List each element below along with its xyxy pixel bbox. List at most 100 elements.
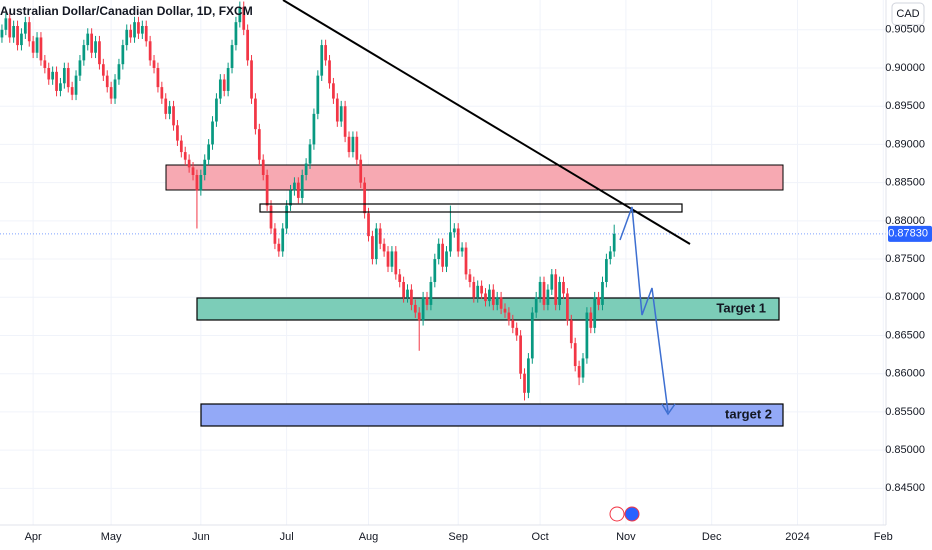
candle-body	[51, 71, 55, 80]
event-icon[interactable]	[609, 506, 625, 522]
candle-body	[246, 29, 249, 61]
candle-body	[460, 247, 464, 252]
candle-body	[605, 259, 608, 282]
candle-body	[371, 236, 374, 260]
candle-body	[472, 281, 476, 298]
candle-body	[285, 205, 288, 229]
candle-body	[550, 274, 554, 290]
x-tick-label: Nov	[616, 531, 636, 543]
candle-body	[203, 159, 207, 175]
candle-body	[410, 289, 413, 305]
candle-body	[78, 60, 82, 76]
candles	[0, 1, 616, 401]
candle-body	[70, 87, 74, 95]
candle-body	[374, 228, 378, 260]
candle-body	[390, 251, 394, 267]
candle-body	[343, 106, 347, 137]
y-tick-label: 0.89500	[885, 100, 925, 112]
candle-body	[316, 75, 320, 114]
candle-body	[152, 60, 156, 69]
candle-body	[367, 213, 370, 237]
candle-body	[289, 190, 292, 206]
candle-body	[90, 33, 94, 53]
candle-body	[199, 175, 203, 191]
trend-line	[282, 0, 691, 245]
candle-body	[133, 22, 136, 38]
candle-body	[355, 136, 359, 160]
currency-button[interactable]	[891, 2, 925, 26]
candle-body	[484, 293, 487, 302]
candle-body	[242, 6, 246, 30]
candle-body	[31, 41, 35, 53]
candle-body	[437, 243, 441, 260]
candle-body	[332, 83, 335, 99]
candle-body	[324, 45, 327, 61]
candle-body	[168, 106, 171, 114]
candle-body	[601, 281, 604, 305]
candle-body	[320, 45, 324, 76]
projection-arrow	[661, 403, 676, 416]
candle-body	[191, 167, 195, 175]
candle-body	[562, 281, 565, 294]
resistance-box	[259, 203, 683, 213]
candle-body	[16, 25, 19, 46]
candle-body	[187, 159, 191, 168]
candle-body	[597, 297, 600, 305]
y-tick-label: 0.85500	[885, 406, 925, 418]
candle-body	[449, 232, 452, 252]
candle-body	[406, 289, 409, 298]
candle-body	[542, 281, 546, 305]
candle-body	[480, 285, 483, 294]
candle-body	[569, 320, 573, 344]
x-tick-label: Aug	[359, 531, 379, 543]
candle-body	[554, 274, 558, 305]
candle-body	[164, 98, 168, 114]
y-tick-label: 0.88500	[885, 177, 925, 189]
candle-body	[503, 308, 507, 313]
candle-body	[293, 182, 296, 191]
candle-body	[511, 320, 515, 328]
candle-body	[523, 373, 526, 393]
target-label: target 2	[725, 406, 772, 421]
x-tick-label: May	[101, 531, 122, 543]
candle-body	[269, 205, 273, 229]
candle-body	[491, 289, 495, 305]
candle-body	[593, 297, 597, 328]
candle-body	[546, 289, 550, 305]
candle-body	[429, 281, 433, 305]
candle-body	[160, 87, 164, 99]
candle-body	[125, 29, 129, 46]
candle-body	[499, 297, 503, 309]
candle-body	[35, 37, 39, 53]
candle-body	[74, 75, 78, 95]
candle-body	[300, 175, 304, 198]
candle-body	[573, 343, 577, 367]
event-icon[interactable]	[624, 506, 640, 522]
candle-body	[172, 106, 175, 126]
last-price-box	[888, 225, 932, 242]
candle-body	[55, 71, 58, 91]
candle-body	[12, 25, 16, 38]
candle-body	[101, 64, 105, 76]
candle-body	[156, 68, 160, 88]
last-price-label: 0.87830	[888, 228, 928, 240]
y-tick-label: 0.86000	[885, 368, 925, 380]
candle-body	[86, 33, 90, 46]
drawings	[165, 164, 784, 427]
candle-body	[281, 228, 285, 252]
y-tick-label: 0.87000	[885, 291, 925, 303]
supply-zone	[165, 164, 784, 191]
candle-body	[82, 45, 86, 61]
candle-body	[105, 75, 109, 88]
candle-body	[222, 79, 226, 91]
candle-body	[382, 243, 386, 252]
candle-body	[378, 228, 382, 244]
y-tick-label: 0.89000	[885, 138, 925, 150]
currency-label: CAD	[896, 8, 919, 20]
candle-body	[351, 136, 355, 153]
candle-body	[226, 68, 230, 91]
target-zone-2	[200, 403, 784, 427]
candle-body	[308, 144, 312, 164]
candle-body	[608, 251, 612, 260]
candle-body	[176, 125, 179, 141]
